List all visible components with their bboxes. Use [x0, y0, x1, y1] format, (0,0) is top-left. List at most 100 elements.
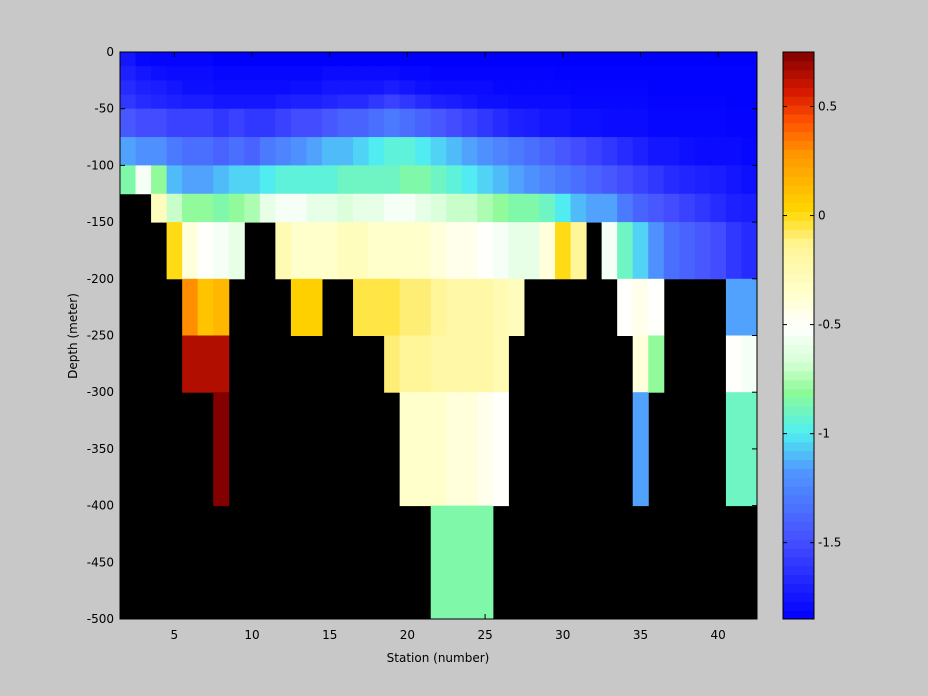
heatmap-cell	[555, 165, 572, 195]
colorbar-segment	[783, 335, 814, 345]
heatmap-cell	[415, 193, 432, 223]
heatmap-cell	[679, 66, 696, 81]
heatmap-cell	[228, 52, 245, 67]
colorbar-segment	[783, 184, 814, 195]
heatmap-cell	[430, 137, 447, 166]
heatmap-cell	[492, 193, 509, 223]
heatmap-cell	[477, 193, 494, 223]
heatmap-cell	[197, 108, 214, 138]
heatmap-cell	[446, 108, 463, 138]
heatmap-cell	[679, 137, 696, 166]
colorbar-segment	[783, 512, 814, 523]
heatmap-cell	[725, 94, 742, 110]
colorbar-segment	[783, 246, 814, 257]
heatmap-cell	[213, 392, 230, 507]
colorbar-gradient	[783, 52, 814, 620]
heatmap-cell	[555, 137, 572, 166]
heatmap-cell	[368, 80, 385, 96]
heatmap-cell	[710, 52, 727, 67]
heatmap-cell	[477, 108, 494, 138]
heatmap-cell	[663, 108, 680, 138]
heatmap-cell	[120, 66, 137, 81]
heatmap-cell	[228, 222, 245, 280]
heatmap-cell	[461, 505, 478, 620]
heatmap-cell	[306, 165, 323, 195]
heatmap-cell	[415, 335, 432, 393]
heatmap-cell	[337, 66, 354, 81]
heatmap-cell	[337, 137, 354, 166]
colorbar-segment	[783, 494, 814, 505]
heatmap-cell	[446, 165, 463, 195]
heatmap-cell	[523, 137, 540, 166]
heatmap-cell	[523, 80, 540, 96]
heatmap-cell	[182, 335, 199, 393]
heatmap-cell	[399, 392, 416, 507]
heatmap-cell	[725, 137, 742, 166]
heatmap-cell	[120, 165, 137, 195]
y-tick-label: -500	[87, 612, 114, 626]
heatmap-cell	[725, 108, 742, 138]
colorbar-segment	[783, 87, 814, 97]
heatmap-cell	[321, 80, 339, 96]
heatmap-cell	[477, 392, 494, 507]
heatmap-cell	[151, 94, 168, 110]
heatmap-cell	[321, 137, 339, 166]
heatmap-cell	[259, 94, 276, 110]
heatmap-cell	[430, 165, 447, 195]
heatmap-cell	[570, 94, 587, 110]
heatmap-cell	[725, 335, 742, 393]
heatmap-cell	[275, 165, 292, 195]
colorbar-segment	[783, 202, 814, 212]
colorbar-segment	[783, 459, 814, 469]
colorbar-segment	[783, 255, 814, 266]
colorbar-segment	[783, 105, 814, 115]
heatmap-cell	[492, 392, 509, 507]
heatmap-cell	[617, 278, 634, 336]
heatmap-cell	[648, 278, 665, 336]
heatmap-cell	[632, 165, 649, 195]
x-axis-label: Station (number)	[387, 651, 490, 665]
heatmap-cell	[539, 108, 556, 138]
colorbar-segment	[783, 211, 814, 221]
heatmap-cell	[384, 80, 401, 96]
heatmap-cell	[384, 52, 401, 67]
heatmap-cell	[384, 94, 401, 110]
heatmap-cell	[415, 80, 432, 96]
heatmap-cell	[461, 193, 478, 223]
heatmap-cell	[632, 108, 649, 138]
heatmap-cell	[259, 137, 276, 166]
heatmap-cell	[275, 94, 292, 110]
heatmap-cell	[461, 392, 478, 507]
heatmap-cell	[477, 66, 494, 81]
heatmap-cell	[617, 52, 634, 67]
heatmap-cell	[632, 80, 649, 96]
heatmap-cell	[430, 52, 447, 67]
heatmap-cell	[430, 193, 447, 223]
heatmap-cell	[741, 278, 758, 336]
heatmap-cell	[648, 193, 665, 223]
heatmap-cell	[570, 52, 587, 67]
heatmap-cell	[741, 80, 758, 96]
heatmap-cell	[415, 66, 432, 81]
heatmap-cell	[228, 193, 245, 223]
y-tick-label: -400	[87, 499, 114, 513]
x-axis-ticks: 5 10 15 20 25 30 35 40	[171, 52, 726, 642]
heatmap-cell	[555, 80, 572, 96]
heatmap-cell	[337, 222, 354, 280]
heatmap-cell	[244, 66, 261, 81]
heatmap-cell	[368, 193, 385, 223]
colorbar-segment	[783, 362, 814, 372]
heatmap-cell	[384, 278, 401, 336]
heatmap-cell	[508, 52, 525, 67]
heatmap-cell	[337, 165, 354, 195]
heatmap-cell	[321, 108, 339, 138]
heatmap-cell	[663, 193, 680, 223]
colorbar-segment	[783, 601, 814, 611]
heatmap-cell	[321, 66, 339, 81]
colorbar-segment	[783, 52, 814, 62]
y-tick-label: -250	[87, 329, 114, 343]
heatmap-cell	[710, 94, 727, 110]
heatmap-cell	[368, 66, 385, 81]
heatmap-cell	[694, 66, 711, 81]
heatmap-cell	[244, 165, 261, 195]
